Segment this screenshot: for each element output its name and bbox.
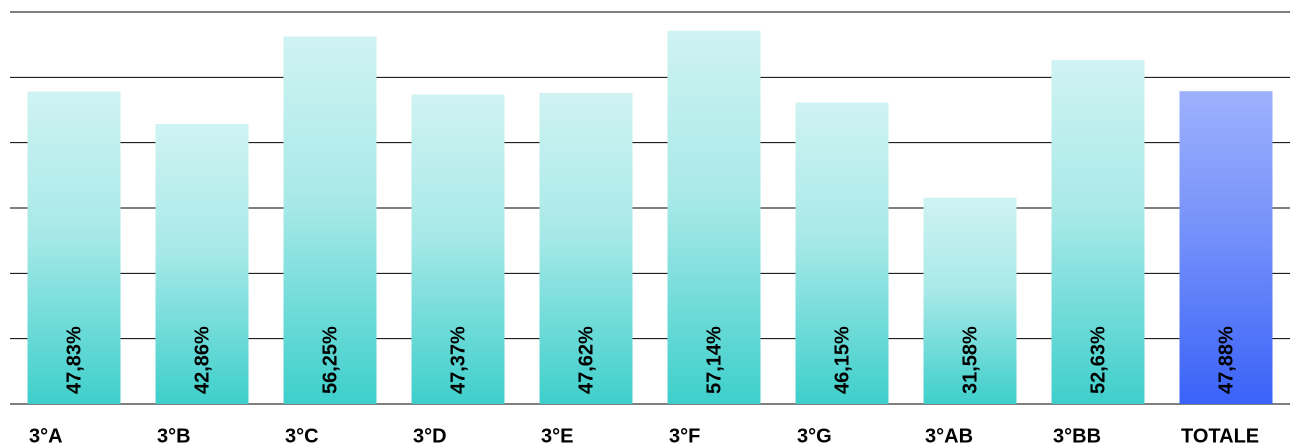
data-label: 31,58% <box>959 326 981 394</box>
bar <box>795 102 889 404</box>
bar <box>923 197 1017 404</box>
x-tick-label: 3°B <box>157 425 191 447</box>
data-label: 47,83% <box>63 326 85 394</box>
x-tick-label: 3°D <box>413 425 447 447</box>
data-label: 46,15% <box>831 326 853 394</box>
data-label: 47,88% <box>1215 326 1237 394</box>
bar <box>155 123 249 405</box>
bar <box>1179 91 1273 405</box>
bar <box>27 91 121 404</box>
data-label: 47,62% <box>575 326 597 394</box>
data-label: 56,25% <box>319 326 341 394</box>
data-label: 42,86% <box>191 326 213 394</box>
bar <box>539 92 633 405</box>
data-label: 52,63% <box>1087 326 1109 394</box>
x-tick-label: 3°AB <box>925 425 973 447</box>
data-label: 57,14% <box>703 326 725 394</box>
x-tick-label: 3°F <box>669 425 700 447</box>
x-tick-label: 3°G <box>797 425 832 447</box>
bar <box>667 30 761 404</box>
bar <box>1051 60 1145 404</box>
x-tick-label: 3°C <box>285 425 319 447</box>
data-label: 47,37% <box>447 326 469 394</box>
bar <box>283 36 377 404</box>
x-tick-label: 3°BB <box>1053 425 1101 447</box>
x-tick-label: TOTALE <box>1181 425 1259 447</box>
bar <box>411 94 505 405</box>
x-tick-label: 3°A <box>29 425 63 447</box>
x-tick-label: 3°E <box>541 425 573 447</box>
